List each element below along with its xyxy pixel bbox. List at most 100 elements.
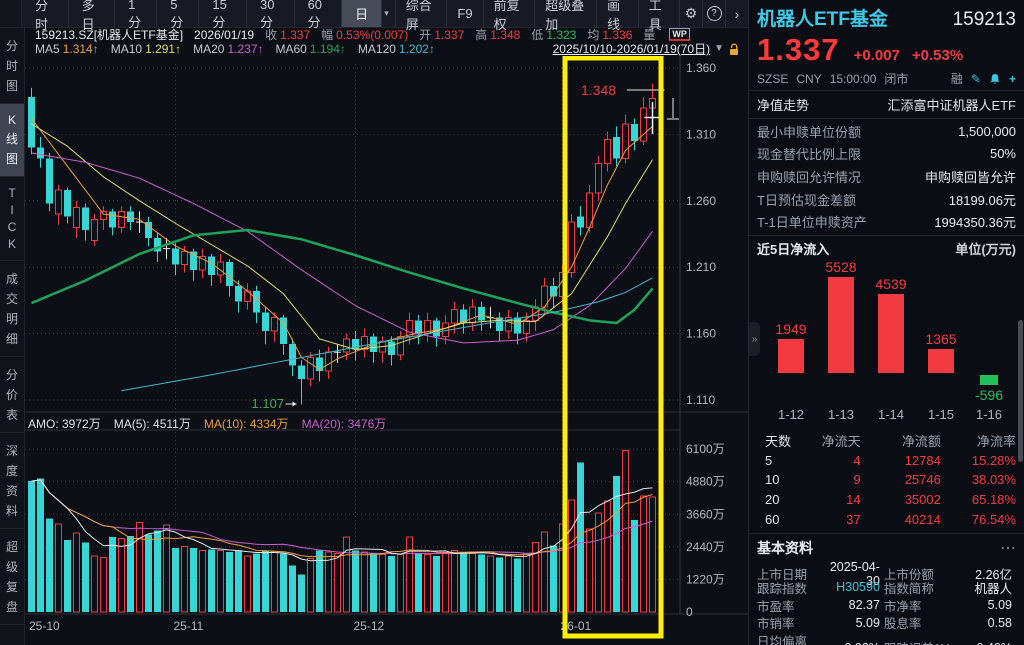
- flow-cell: 38.03%: [971, 472, 1016, 488]
- nav-trend-label[interactable]: 净值走势: [757, 98, 810, 113]
- basic-value: 机器人: [974, 581, 1012, 596]
- kline-chart-area[interactable]: 1.360 1.310 1.260 1.210 1.160 1.110 6100万 4880万…: [25, 56, 748, 645]
- svg-text:1.110: 1.110: [686, 393, 715, 407]
- basic-value: 0.58: [987, 615, 1012, 630]
- market-status: 闭市: [884, 72, 909, 86]
- tab-period-2[interactable]: 1分: [115, 0, 158, 30]
- quote-label: 幅: [321, 28, 334, 42]
- flow-table-row-3: 60 37 40214 76.54%: [757, 509, 1016, 529]
- basic-info-row-4: 日均偏离1Y 0.02%跟踪误差1Y0.40%: [757, 631, 1016, 645]
- flow-cell: 40214: [904, 511, 941, 527]
- toolbar-corner: [0, 0, 23, 27]
- inflow-bar-1-13: [828, 276, 854, 373]
- info-value: 1994350.36元: [934, 215, 1016, 231]
- date-range-text[interactable]: 2025/10/10-2026/01/19(70日): [552, 42, 711, 56]
- net-inflow-header: 近5日净流入 单位(万元): [749, 236, 1024, 261]
- basic-label: 跟踪误差1Y: [884, 638, 951, 645]
- sidebar-item-4[interactable]: 分价表: [0, 357, 24, 433]
- basic-value: 0.40%: [951, 641, 1016, 645]
- inflow-bar-1-14: [878, 293, 904, 373]
- amo-value: AMO: 3972万: [28, 417, 101, 431]
- quote-header: 机器人ETF基金 159213 1.337 +0.007 +0.53% SZSE…: [749, 0, 1024, 87]
- svg-text:3660万: 3660万: [686, 507, 725, 521]
- ma-value: 1.194↑: [309, 42, 346, 56]
- quote-field-0: 159213.SZ[机器人ETF基金]: [35, 28, 183, 42]
- tool-button-1[interactable]: F9: [446, 0, 482, 27]
- tool-button-3[interactable]: 超级叠加: [534, 0, 596, 32]
- tab-period-4[interactable]: 15分: [199, 0, 247, 30]
- tab-period-6[interactable]: 60分: [295, 0, 343, 30]
- settings-gear-icon[interactable]: ⚙: [679, 0, 702, 27]
- quote-field-8: 量: [643, 28, 658, 42]
- period-tabs: 分时 多日 1分 5分 15分 30分 60分: [22, 0, 343, 32]
- sidebar-item-0[interactable]: 分时图: [0, 28, 24, 104]
- toolbar-more-icon[interactable]: ›: [725, 0, 748, 27]
- basic-info-row-3: 市销率 5.09 股息率 0.58: [757, 613, 1016, 632]
- flow-col-header: 净流额: [901, 434, 941, 450]
- ma-label: MA20: [193, 42, 225, 56]
- price-change: +0.007: [853, 47, 900, 64]
- tool-button-2[interactable]: 前复权: [482, 0, 535, 32]
- price-change-pct: +0.53%: [911, 47, 964, 64]
- daily-dropdown-caret[interactable]: ▾: [384, 8, 389, 18]
- tool-button-0[interactable]: 综合屏: [394, 0, 447, 32]
- unlock-icon[interactable]: [728, 43, 740, 56]
- basic-value: 5.09: [855, 615, 880, 630]
- inflow-date: 1-14: [877, 406, 905, 422]
- net-inflow-unit: 单位(万元): [955, 241, 1016, 257]
- fund-info-row-2: 申购赎回允许情况 申购赎回皆允许: [757, 165, 1016, 188]
- svg-text:25-12: 25-12: [354, 619, 385, 633]
- ma-label: MA60: [275, 42, 307, 56]
- tab-period-5[interactable]: 30分: [247, 0, 295, 30]
- index-link[interactable]: H30590: [836, 580, 880, 595]
- info-label: 最小申赎单位份额: [757, 124, 862, 140]
- inflow-bar-1-12: [778, 339, 804, 373]
- panel-scrollbar[interactable]: [1018, 320, 1023, 462]
- svg-text:26-01: 26-01: [561, 619, 592, 633]
- tab-period-0[interactable]: 分时: [22, 0, 69, 32]
- quote-label: 高: [475, 28, 488, 42]
- basic-info-row-1: 跟踪指数 H30590 指数简称 机器人: [757, 578, 1016, 596]
- flow-cell: 14: [846, 492, 861, 508]
- edit-pencil-icon[interactable]: ✎: [970, 71, 981, 86]
- panel-expand-handle[interactable]: »: [749, 322, 760, 356]
- ma-indicator-bar: MA5 1.314↑ MA10 1.291↑ MA20 1.237↑ MA60 1.194↑ M…: [25, 42, 748, 56]
- basic-label: 市净率: [883, 599, 922, 614]
- wp-badge-icon[interactable]: WP: [669, 28, 690, 41]
- net-inflow-bar-chart: 1949 1-12 5528 1-13 4539 1-14 1365 1-15 -596 1-16: [749, 259, 1024, 429]
- range-caret-icon[interactable]: ▼: [714, 43, 724, 54]
- tool-button-4[interactable]: 画线: [596, 0, 637, 32]
- flow-cell: 37: [846, 511, 861, 527]
- tab-period-1[interactable]: 多日: [69, 0, 116, 32]
- basic-value: 5.09: [987, 598, 1012, 613]
- quote-field-3: 幅 0.53%(0.007): [321, 28, 408, 42]
- flow-cell: 12784: [904, 452, 941, 468]
- ma-label: MA10: [110, 42, 143, 56]
- sidebar-item-5[interactable]: 深度资料: [0, 433, 24, 529]
- alert-bell-icon[interactable]: [989, 73, 1001, 85]
- help-icon[interactable]: ?: [702, 0, 725, 27]
- add-watchlist-icon[interactable]: +: [1008, 71, 1016, 86]
- svg-text:1220万: 1220万: [686, 572, 725, 586]
- date-range-selector[interactable]: 2025/10/10-2026/01/19(70日) ▼: [553, 42, 748, 56]
- tool-button-5[interactable]: 工具: [637, 0, 679, 32]
- tab-period-3[interactable]: 5分: [157, 0, 200, 30]
- vol-ma10-value: MA(10): 4334万: [203, 417, 289, 431]
- tab-daily[interactable]: 日: [342, 0, 383, 27]
- inflow-value: -596: [974, 387, 1004, 404]
- sidebar-item-3[interactable]: 成交明细: [0, 261, 24, 357]
- basic-info-more-icon[interactable]: ⋯: [1000, 539, 1016, 557]
- sidebar-item-6[interactable]: 超级复盘: [0, 529, 24, 625]
- flow-cell: 15.28%: [971, 452, 1016, 468]
- basic-label: 市盈率: [757, 599, 795, 614]
- svg-text:1.348: 1.348: [581, 82, 616, 98]
- ma-value: 1.314↑: [62, 42, 99, 56]
- ma-item-undefined: MA10 1.291↑: [111, 42, 181, 56]
- quote-value: 1.323: [546, 28, 577, 42]
- basic-value: 0.02%: [822, 641, 884, 645]
- kline-chart-svg[interactable]: 1.360 1.310 1.260 1.210 1.160 1.110 6100万 4880万…: [25, 56, 748, 645]
- ma-item-undefined: MA60 1.194↑: [276, 42, 346, 56]
- nav-trend-row[interactable]: 净值走势 汇添富中证机器人ETF: [749, 90, 1024, 119]
